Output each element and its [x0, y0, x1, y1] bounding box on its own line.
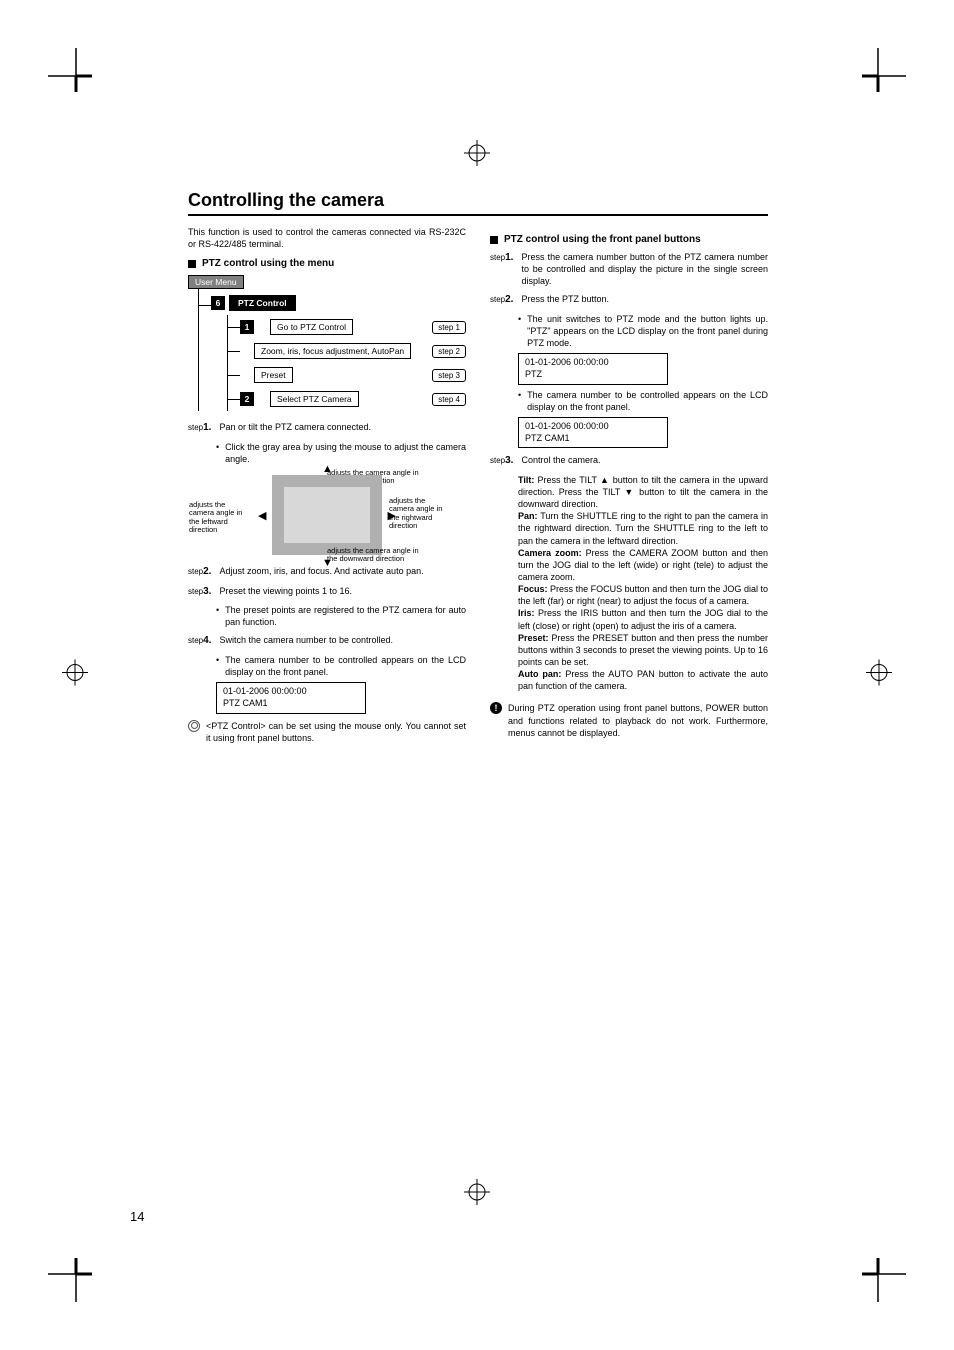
r-step1-text: Press the camera number button of the PT…: [521, 251, 768, 287]
r-step1-label: step1.: [490, 251, 513, 265]
bullet-dot-icon: •: [216, 604, 219, 616]
menu-num-2: 2: [240, 392, 254, 406]
para-pan: Pan: Turn the SHUTTLE ring to the right …: [518, 510, 768, 546]
r-step2-label: step2.: [490, 293, 513, 307]
page-number: 14: [130, 1209, 144, 1224]
step1-text: Pan or tilt the PTZ camera connected.: [219, 421, 371, 433]
step-tag-2: step 2: [432, 345, 466, 358]
lcd-line1: 01-01-2006 00:00:00: [223, 686, 359, 698]
menu-item-zoom: Zoom, iris, focus adjustment, AutoPan: [254, 343, 411, 359]
arrow-left-icon: ◀: [258, 509, 266, 522]
step1-bullet: Click the gray area by using the mouse t…: [225, 441, 466, 465]
step2-label: step2.: [188, 565, 211, 579]
page-title: Controlling the camera: [188, 190, 768, 216]
para-tilt: Tilt: Press the TILT ▲ button to tilt th…: [518, 474, 768, 510]
menu-tree: User Menu 6 PTZ Control 1 Go to PTZ Cont…: [188, 275, 466, 411]
step-tag-3: step 3: [432, 369, 466, 382]
r-step2-b2: The camera number to be controlled appea…: [527, 389, 768, 413]
lcd-display-r2: 01-01-2006 00:00:00 PTZ CAM1: [518, 417, 668, 448]
para-iris: Iris: Press the IRIS button and then tur…: [518, 607, 768, 631]
note-icon: [188, 720, 200, 732]
menu-num-1: 1: [240, 320, 254, 334]
r-step3-label: step3.: [490, 454, 513, 468]
warning-text: During PTZ operation using front panel b…: [508, 702, 768, 738]
crop-mark-bl: [48, 1258, 92, 1302]
step3-text: Preset the viewing points 1 to 16.: [219, 585, 352, 597]
para-zoom: Camera zoom: Press the CAMERA ZOOM butto…: [518, 547, 768, 583]
bullet-dot-icon: •: [518, 313, 521, 325]
square-bullet-icon: [188, 260, 196, 268]
bullet-dot-icon: •: [518, 389, 521, 401]
dia-label-right: adjusts the camera angle in the rightwar…: [389, 497, 445, 530]
warning-icon: !: [490, 702, 502, 714]
step-tag-4: step 4: [432, 393, 466, 406]
r-step3-text: Control the camera.: [521, 454, 600, 466]
registration-mark-bottom: [464, 1179, 490, 1210]
lcd-r2-line2: PTZ CAM1: [525, 433, 661, 445]
arrow-right-icon: ▶: [388, 509, 396, 522]
para-preset: Preset: Press the PRESET button and then…: [518, 632, 768, 668]
lcd-display-left: 01-01-2006 00:00:00 PTZ CAM1: [216, 682, 366, 713]
para-autopan: Auto pan: Press the AUTO PAN button to a…: [518, 668, 768, 692]
r-step2-b1: The unit switches to PTZ mode and the bu…: [527, 313, 768, 349]
registration-mark-left: [62, 660, 88, 691]
arrow-up-icon: ▲: [322, 463, 333, 475]
crop-mark-tr: [862, 48, 906, 92]
dia-label-down: adjusts the camera angle in the downward…: [327, 547, 427, 564]
lcd-display-r1: 01-01-2006 00:00:00 PTZ: [518, 353, 668, 384]
registration-mark-right: [866, 660, 892, 691]
menu-root: User Menu: [188, 275, 244, 289]
menu-item-select: Select PTZ Camera: [270, 391, 359, 407]
menu-num-6: 6: [211, 296, 225, 310]
r-step2-text: Press the PTZ button.: [521, 293, 609, 305]
step-tag-1: step 1: [432, 321, 466, 334]
lcd-r1-line1: 01-01-2006 00:00:00: [525, 357, 661, 369]
bullet-dot-icon: •: [216, 654, 219, 666]
menu-item-preset: Preset: [254, 367, 293, 383]
square-bullet-icon: [490, 236, 498, 244]
pan-tilt-diagram: adjusts the camera angle in the upward d…: [227, 475, 427, 555]
step4-text: Switch the camera number to be controlle…: [219, 634, 393, 646]
dia-label-left: adjusts the camera angle in the leftward…: [189, 501, 245, 534]
lcd-r1-line2: PTZ: [525, 369, 661, 381]
menu-item-goto: Go to PTZ Control: [270, 319, 353, 335]
subhead-menu: PTZ control using the menu: [188, 258, 466, 269]
crop-mark-tl: [48, 48, 92, 92]
step4-bullet: The camera number to be controlled appea…: [225, 654, 466, 678]
note-text: <PTZ Control> can be set using the mouse…: [206, 720, 466, 744]
step4-label: step4.: [188, 634, 211, 648]
intro-text: This function is used to control the cam…: [188, 226, 466, 250]
para-focus: Focus: Press the FOCUS button and then t…: [518, 583, 768, 607]
subhead-panel-label: PTZ control using the front panel button…: [504, 234, 701, 245]
step1-label: step1.: [188, 421, 211, 435]
subhead-panel: PTZ control using the front panel button…: [490, 234, 768, 245]
bullet-dot-icon: •: [216, 441, 219, 453]
lcd-r2-line1: 01-01-2006 00:00:00: [525, 421, 661, 433]
crop-mark-br: [862, 1258, 906, 1302]
step3-bullet: The preset points are registered to the …: [225, 604, 466, 628]
lcd-line2: PTZ CAM1: [223, 698, 359, 710]
menu-ptz-control: PTZ Control: [229, 295, 296, 311]
step3-label: step3.: [188, 585, 211, 599]
subhead-menu-label: PTZ control using the menu: [202, 258, 334, 269]
registration-mark-top: [464, 140, 490, 171]
